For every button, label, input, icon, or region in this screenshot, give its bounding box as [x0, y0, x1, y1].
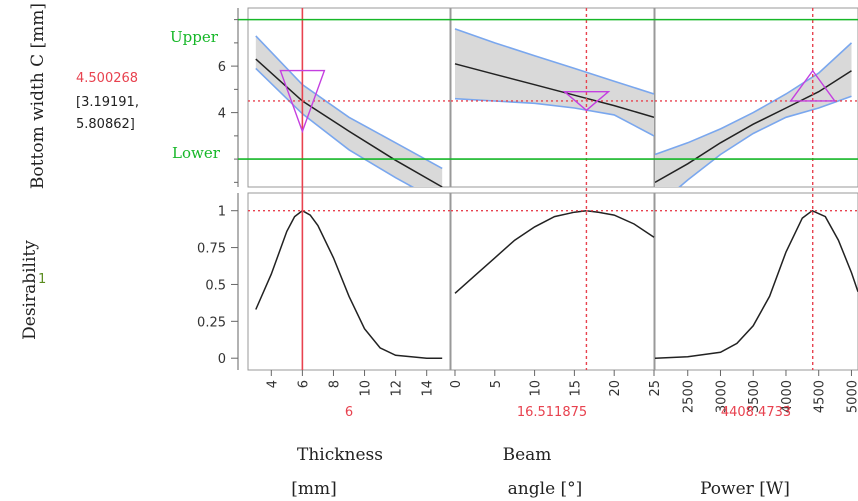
x-tick-label: 5000 [845, 380, 858, 413]
x-tick-label: 4000 [780, 380, 795, 413]
x-tick-label: 3500 [747, 380, 762, 413]
x-tick-label: 12 [390, 380, 405, 397]
factor-current-thickness: 6 [345, 405, 353, 420]
confidence-lower-edge [454, 97, 654, 137]
x-tick-label: 5 [489, 380, 504, 388]
confidence-upper-edge [454, 28, 654, 95]
x-tick-label: 20 [608, 380, 623, 397]
upper-limit-label: Upper [170, 28, 219, 46]
response-curve [454, 63, 654, 119]
response-axis-title: Bottom width C [mm] [28, 3, 48, 189]
response-panel-frame [654, 7, 858, 188]
x-tick-label: 10 [359, 380, 374, 397]
desirability-panel-frame [654, 192, 858, 371]
desirability-curve [654, 209, 858, 359]
response-ci-high: 5.80862] [76, 117, 135, 132]
x-tick-label: 4500 [813, 380, 828, 413]
confidence-lower-edge [678, 95, 852, 187]
factor-current-power: 4408.4733 [721, 405, 791, 420]
x-tick-label: 2500 [682, 380, 697, 413]
response-y-tick-label: 4 [218, 107, 226, 122]
x-tick-label: 14 [421, 380, 436, 397]
confidence-upper-edge [255, 35, 443, 170]
response-y-tick-label: 6 [218, 60, 226, 75]
confidence-triangle [279, 69, 326, 134]
confidence-band [655, 42, 852, 187]
confidence-triangle [562, 90, 611, 112]
confidence-band [455, 28, 654, 136]
desirability-curve [454, 209, 655, 294]
desirability-axis-title: Desirability [20, 240, 40, 340]
confidence-triangle [789, 69, 837, 102]
lower-limit-label: Lower [172, 144, 221, 162]
response-panel-frame [247, 7, 451, 188]
x-tick-label: 6 [296, 380, 311, 388]
factor-name-thickness-2: [mm] [291, 479, 337, 499]
desirability-panel-frame [450, 192, 655, 371]
x-tick-label: 3000 [714, 380, 729, 413]
x-tick-label: 15 [568, 380, 583, 397]
response-value: 4.500268 [76, 71, 138, 86]
confidence-lower-edge [255, 67, 415, 187]
x-tick-label: 8 [327, 380, 342, 388]
desirability-y-tick-label: 1 [218, 205, 226, 220]
factor-name-beam-2: angle [°] [508, 479, 583, 499]
confidence-upper-edge [655, 42, 853, 156]
factor-current-beam-angle: 16.511875 [517, 405, 587, 420]
desirability-value: 1 [38, 272, 46, 287]
factor-name-beam-1: Beam [503, 445, 552, 465]
x-tick-label: 0 [449, 380, 464, 388]
factor-name-power-2: Power [W] [700, 479, 790, 499]
desirability-y-tick-label: 0.5 [205, 278, 226, 293]
desirability-y-tick-label: 0.25 [197, 315, 226, 330]
desirability-y-tick-label: 0 [218, 352, 226, 367]
response-ci-low: [3.19191, [76, 95, 139, 110]
desirability-y-tick-label: 0.75 [197, 242, 226, 257]
desirability-panel-frame [247, 192, 451, 371]
desirability-curve [255, 209, 443, 359]
x-tick-label: 25 [648, 380, 663, 397]
x-tick-label: 10 [529, 380, 544, 397]
confidence-band [255, 35, 443, 187]
x-tick-label: 4 [265, 380, 280, 388]
response-curve [655, 70, 852, 184]
factor-name-thickness-1: Thickness [297, 445, 383, 465]
